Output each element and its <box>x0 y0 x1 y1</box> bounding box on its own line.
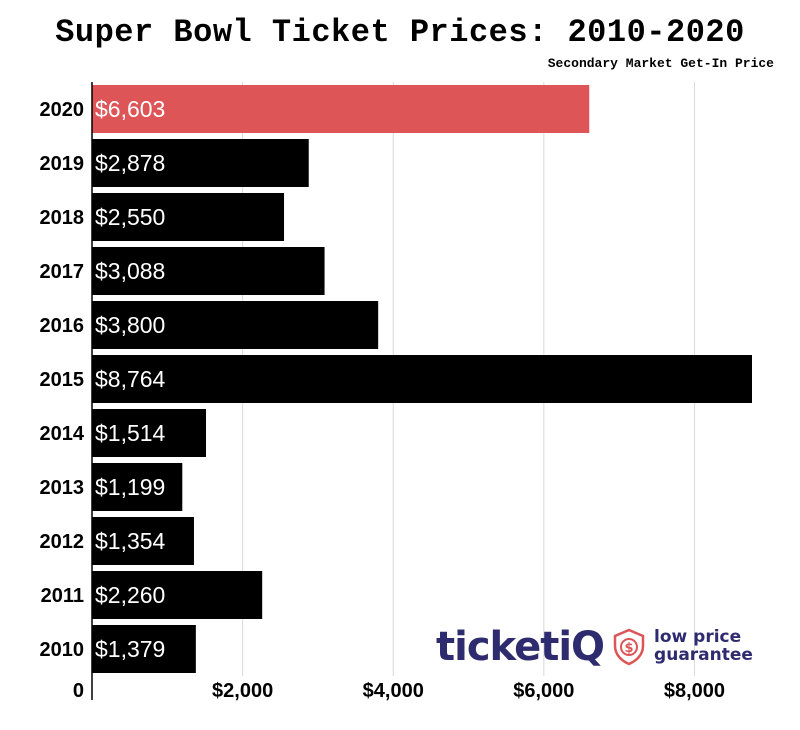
svg-text:$: $ <box>625 641 634 656</box>
ticketiq-logo: ticketiQ $ low price guarantee <box>436 624 753 670</box>
chart-subtitle: Secondary Market Get-In Price <box>547 56 774 71</box>
category-label: 2019 <box>40 153 85 175</box>
bar <box>92 409 207 457</box>
logo-wordmark: ticketiQ <box>436 624 605 670</box>
bar <box>92 85 590 133</box>
x-tick-label: $2,000 <box>212 680 273 702</box>
category-label: 2017 <box>40 261 85 283</box>
chart-title: Super Bowl Ticket Prices: 2010-2020 <box>55 14 745 51</box>
logo-word-main: ticket <box>436 624 559 670</box>
category-label: 2015 <box>40 369 85 391</box>
bar <box>92 193 285 241</box>
x-tick-label: $4,000 <box>363 680 424 702</box>
value-label: $3,088 <box>95 258 165 284</box>
value-label: $8,764 <box>95 366 166 392</box>
value-label: $2,878 <box>95 150 165 176</box>
x-tick-label: 0 <box>73 680 84 702</box>
bar <box>92 571 263 619</box>
category-label: 2013 <box>40 477 85 499</box>
bar <box>92 463 183 511</box>
bar <box>92 625 196 673</box>
category-label: 2018 <box>40 207 85 229</box>
value-label: $2,550 <box>95 204 165 230</box>
category-label: 2016 <box>40 315 85 337</box>
tagline-line1: low price <box>654 627 742 648</box>
value-label: $1,514 <box>95 420 166 446</box>
value-label: $2,260 <box>95 582 165 608</box>
dollar-shield-icon: $ <box>613 628 645 666</box>
bar <box>92 247 325 295</box>
value-label: $1,354 <box>95 528 166 554</box>
category-label: 2012 <box>40 531 85 553</box>
category-label: 2011 <box>41 585 84 607</box>
x-tick-label: $6,000 <box>513 680 574 702</box>
value-label: $1,379 <box>95 636 165 662</box>
value-label: $1,199 <box>95 474 165 500</box>
category-label: 2014 <box>40 423 85 445</box>
logo-tagline: low price guarantee <box>654 627 753 665</box>
bar <box>92 517 194 565</box>
x-tick-label: $8,000 <box>664 680 725 702</box>
value-label: $3,800 <box>95 312 165 338</box>
tagline-line2: guarantee <box>654 645 753 665</box>
bar <box>92 139 309 187</box>
bar <box>92 301 379 349</box>
value-label: $6,603 <box>95 96 165 122</box>
category-label: 2020 <box>40 99 85 121</box>
logo-word-accent: iQ <box>558 624 605 670</box>
category-label: 2010 <box>40 639 85 661</box>
bar <box>92 355 752 403</box>
